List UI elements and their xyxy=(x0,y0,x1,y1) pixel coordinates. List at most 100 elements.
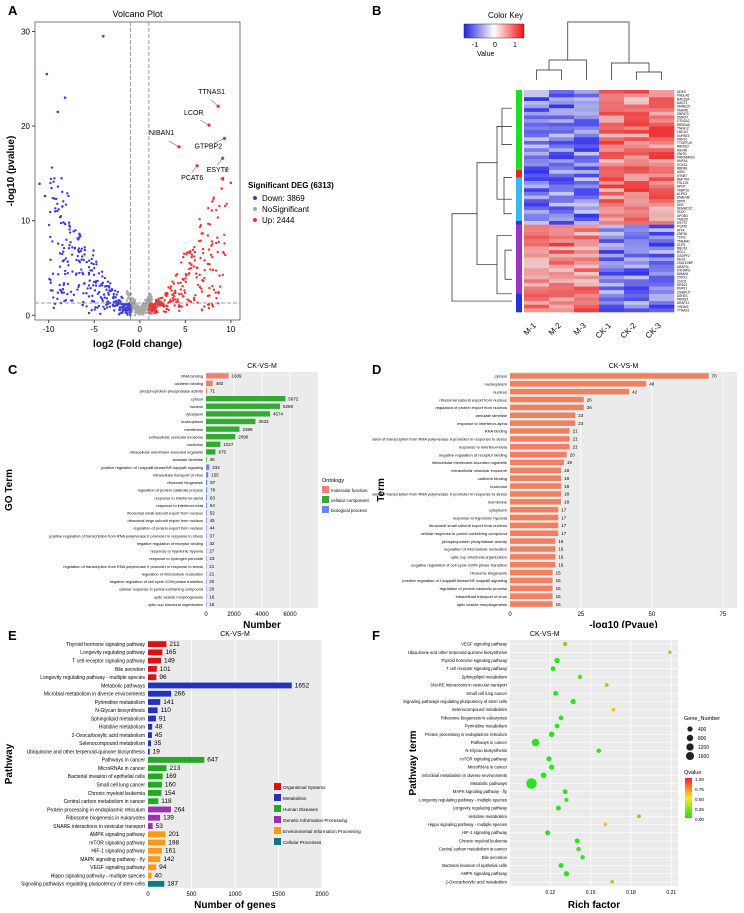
heatmap-cell xyxy=(574,126,600,131)
up-point xyxy=(165,307,168,311)
x-tick-label: -10 xyxy=(43,325,55,334)
heatmap-cell xyxy=(574,213,600,218)
outlier-point xyxy=(102,34,105,38)
down-point xyxy=(106,280,110,283)
down-point xyxy=(81,255,84,258)
up-point xyxy=(160,300,163,304)
bar xyxy=(148,682,292,689)
bar-value-label: 19 xyxy=(153,748,161,755)
row-label: A5SC xyxy=(677,170,686,174)
up-point xyxy=(212,288,216,291)
up-point xyxy=(218,285,222,288)
up-point xyxy=(216,216,220,219)
heatmap-cell xyxy=(524,210,550,215)
down-point xyxy=(87,311,91,315)
column-dendrogram xyxy=(611,62,650,80)
bar xyxy=(510,404,584,411)
row-group-bar xyxy=(516,184,522,189)
heatmap-cell xyxy=(624,293,650,298)
heatmap-cell xyxy=(624,151,650,156)
column-label: M-3 xyxy=(572,321,588,337)
row-label: DAST3 xyxy=(677,101,688,105)
down-point xyxy=(74,273,78,276)
up-point xyxy=(175,300,178,303)
down-point xyxy=(49,177,53,181)
bar xyxy=(206,533,207,539)
up-point xyxy=(180,292,183,296)
heatmap-cell xyxy=(549,90,575,94)
bar xyxy=(206,479,208,486)
row-group-bar xyxy=(516,93,522,98)
heatmap-cell xyxy=(574,304,600,309)
bar-value-label: 647 xyxy=(207,757,218,764)
heatmap-cell xyxy=(574,199,600,204)
bar xyxy=(206,540,207,546)
down-point xyxy=(59,215,62,219)
up-point xyxy=(187,267,191,271)
heatmap-cell xyxy=(574,246,600,251)
x-tick-label: 2000 xyxy=(227,612,241,618)
heatmap-cell xyxy=(549,257,575,262)
up-point xyxy=(217,292,220,295)
row-group-bar xyxy=(516,162,522,167)
bar-value-label: 16 xyxy=(558,562,564,567)
heatmap-cell xyxy=(524,199,550,204)
chart-title: CK-VS-M xyxy=(247,363,277,370)
heatmap-cell xyxy=(599,268,625,273)
category-label: ribosomal subunit export from nucleus xyxy=(439,397,507,402)
heatmap-cell xyxy=(574,177,600,182)
heatmap-cell xyxy=(649,261,675,265)
ns-point xyxy=(133,300,137,303)
down-point xyxy=(69,290,73,294)
down-point xyxy=(80,268,83,271)
heatmap-cell xyxy=(649,122,675,127)
up-point xyxy=(179,288,183,291)
heatmap-cell xyxy=(524,100,550,105)
up-point xyxy=(158,302,161,305)
heatmap-cell xyxy=(524,257,550,262)
heatmap-cell xyxy=(649,170,675,175)
heatmap-cell xyxy=(549,155,575,160)
up-point xyxy=(192,255,196,258)
heatmap-cell xyxy=(599,140,625,145)
category-label: Hippo signaling pathway - multiple speci… xyxy=(428,822,507,827)
category-label: membrane xyxy=(488,500,508,505)
row-label: TTGEFUS xyxy=(677,141,692,145)
up-point xyxy=(201,278,204,282)
up-point xyxy=(183,291,187,295)
up-point xyxy=(154,308,157,312)
heatmap-cell xyxy=(599,202,625,207)
label-connector xyxy=(216,158,223,166)
column-dendrogram xyxy=(636,71,662,80)
up-point xyxy=(180,305,184,308)
heatmap-cell xyxy=(624,166,650,171)
down-point xyxy=(62,246,66,250)
legend-item: Metabolism xyxy=(283,796,307,801)
bar-value-label: 21 xyxy=(573,444,579,449)
bar-value-label: 142 xyxy=(163,856,174,863)
heatmap-cell xyxy=(549,162,575,167)
bar xyxy=(510,569,553,576)
up-point xyxy=(173,298,177,301)
down-point xyxy=(63,222,67,226)
category-label: cellular response to purine-containing c… xyxy=(119,587,203,592)
category-label: regulation of protein export from nucleu… xyxy=(435,405,507,410)
up-point xyxy=(164,293,167,297)
bar-value-label: 149 xyxy=(164,657,175,664)
heatmap-cell xyxy=(649,228,675,233)
down-point xyxy=(81,303,84,306)
bar xyxy=(206,418,256,425)
color-key-tick: 0 xyxy=(493,42,497,49)
heatmap-cell xyxy=(574,239,600,244)
up-point xyxy=(164,310,168,314)
heatmap-cell xyxy=(574,221,600,225)
bar xyxy=(148,847,163,854)
heatmap-cell xyxy=(549,253,575,258)
heatmap-cell xyxy=(624,257,650,262)
legend-item: Organismal Systems xyxy=(283,785,326,790)
down-point xyxy=(66,292,69,296)
down-point xyxy=(78,271,81,275)
heatmap-cell xyxy=(524,282,550,287)
row-label: ASH2S xyxy=(677,294,687,298)
category-label: Chronic myeloid leukemia xyxy=(88,791,145,797)
